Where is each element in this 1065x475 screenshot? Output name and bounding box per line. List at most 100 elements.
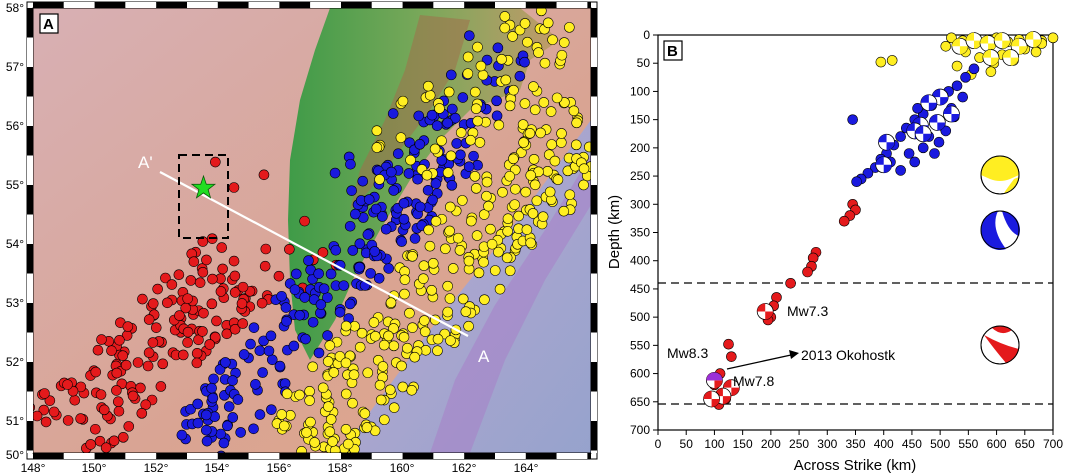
earthquake-marker <box>150 322 162 333</box>
earthquake-point <box>951 80 963 92</box>
earthquake-marker <box>220 357 231 368</box>
earthquake-marker <box>424 240 436 252</box>
earthquake-marker <box>602 150 612 160</box>
earthquake-marker <box>182 293 193 304</box>
x-tick-label: 0 <box>655 437 662 451</box>
earthquake-marker <box>174 310 185 321</box>
earthquake-marker <box>403 168 415 179</box>
earthquake-marker <box>100 442 112 453</box>
earthquake-marker <box>402 342 413 354</box>
earthquake-marker <box>315 299 327 310</box>
earthquake-marker <box>227 412 239 423</box>
earthquake-marker <box>442 280 453 292</box>
earthquake-marker <box>414 201 426 213</box>
earthquake-marker <box>185 403 196 415</box>
earthquake-marker <box>457 195 468 206</box>
map-panel: A' A A 148° 150° 152° 154° 156° 158° 160… <box>6 1 623 475</box>
earthquake-marker <box>210 156 221 168</box>
earthquake-marker <box>334 351 346 362</box>
earthquake-marker <box>160 272 171 284</box>
earthquake-marker <box>112 396 124 408</box>
earthquake-marker <box>223 401 235 412</box>
panel-a-tag-box <box>39 13 59 34</box>
earthquake-marker <box>304 395 315 406</box>
earthquake-marker <box>108 435 120 447</box>
earthquake-marker <box>123 421 135 432</box>
earthquake-marker <box>499 22 511 34</box>
earthquake-marker <box>445 335 456 346</box>
earthquake-marker <box>62 415 74 426</box>
earthquake-marker <box>468 150 479 162</box>
earthquake-marker <box>552 174 564 185</box>
earthquake-marker <box>39 388 50 399</box>
earthquake-marker <box>191 357 203 369</box>
earthquake-marker <box>185 275 197 286</box>
earthquake-marker <box>465 215 477 227</box>
earthquake-marker <box>432 345 443 357</box>
earthquake-marker <box>228 182 240 193</box>
annotation-okhotsk: 2013 Okohostk <box>801 347 896 363</box>
earthquake-marker <box>525 170 537 181</box>
y-tick-label: 650 <box>630 395 650 409</box>
earthquake-marker <box>424 89 436 101</box>
earthquake-marker <box>188 256 200 267</box>
earthquake-marker <box>304 386 315 397</box>
focal-mechanism-icon <box>706 371 723 389</box>
earthquake-marker <box>95 389 107 400</box>
earthquake-marker <box>142 360 154 372</box>
earthquake-marker <box>486 238 498 250</box>
earthquake-point <box>726 351 737 362</box>
earthquake-marker <box>62 379 73 390</box>
earthquake-marker <box>613 149 623 159</box>
earthquake-marker <box>340 320 352 332</box>
earthquake-marker <box>201 435 213 447</box>
mountain-range <box>350 15 470 210</box>
earthquake-marker <box>470 183 482 194</box>
earthquake-point <box>912 103 923 114</box>
earthquake-point <box>903 148 915 159</box>
earthquake-marker <box>418 260 430 272</box>
earthquake-marker <box>399 288 410 300</box>
earthquake-marker <box>407 322 418 333</box>
lon-tick: 154° <box>205 461 230 475</box>
earthquake-marker <box>344 298 356 310</box>
earthquake-marker <box>549 155 561 167</box>
arrowhead-icon <box>789 350 799 359</box>
earthquake-marker <box>273 270 285 282</box>
earthquake-marker <box>354 262 365 273</box>
earthquake-marker <box>519 98 531 109</box>
earthquake-marker <box>608 152 618 162</box>
earthquake-marker <box>583 141 591 153</box>
x-tick-label: 650 <box>1015 437 1035 451</box>
earthquake-marker <box>365 268 376 279</box>
earthquake-marker <box>571 117 582 129</box>
earthquake-point <box>946 32 957 44</box>
earthquake-marker <box>442 306 454 318</box>
earthquake-marker <box>229 270 241 282</box>
earthquake-marker <box>155 381 167 392</box>
x-tick-label: 150 <box>733 437 753 451</box>
x-tick-label: 450 <box>902 437 922 451</box>
earthquake-marker <box>485 223 496 235</box>
earthquake-marker <box>405 154 416 166</box>
earthquake-marker <box>48 406 60 418</box>
earthquake-point <box>723 338 734 350</box>
earthquake-point <box>895 131 906 142</box>
earthquake-marker <box>281 315 292 327</box>
earthquake-marker <box>395 132 407 143</box>
earthquake-marker <box>384 384 396 396</box>
earthquake-point <box>957 91 969 103</box>
earthquake-marker <box>38 404 50 416</box>
earthquake-marker <box>414 139 426 150</box>
earthquake-marker <box>215 286 227 297</box>
earthquake-marker <box>578 163 590 174</box>
earthquake-marker <box>265 330 277 342</box>
earthquake-marker <box>397 381 409 393</box>
focal-mechanism-icon <box>920 94 938 112</box>
earthquake-marker <box>392 148 404 159</box>
earthquake-marker <box>111 385 122 396</box>
focal-mechanism-icon <box>965 32 983 50</box>
earthquake-marker <box>558 37 570 48</box>
earthquake-marker <box>207 273 218 285</box>
